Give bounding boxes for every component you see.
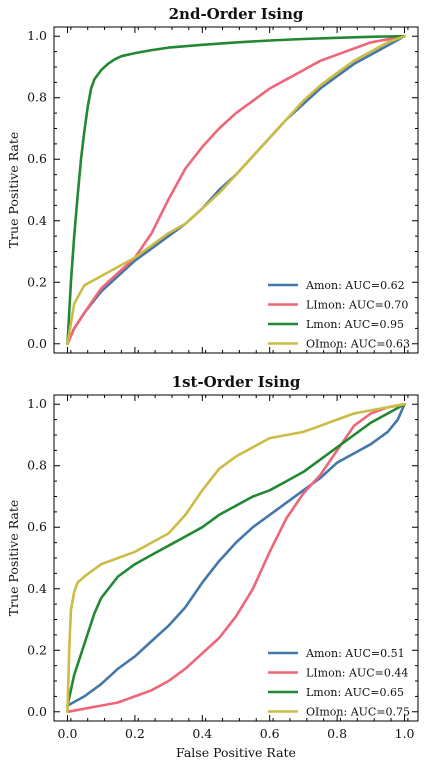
legend-entry: Amon: AUC=0.51	[305, 647, 405, 660]
chart-title: 2nd-Order Ising	[169, 5, 304, 23]
series-line-oimon	[66, 34, 406, 346]
x-axis-label: False Positive Rate	[176, 745, 296, 760]
series-line-oimon	[66, 402, 406, 714]
series-line-limon	[66, 34, 406, 346]
y-tick-label: 0.8	[27, 90, 47, 105]
x-tick-label: 1.0	[395, 726, 415, 741]
plot-area	[66, 402, 406, 714]
y-tick-label: 0.4	[27, 213, 47, 228]
chart-title: 1st-Order Ising	[172, 373, 301, 391]
legend: Amon: AUC=0.51 LImon: AUC=0.44 Lmon: AUC=0…	[268, 647, 410, 719]
legend-entry: LImon: AUC=0.44	[306, 667, 408, 680]
x-tick-label: 0.4	[192, 726, 212, 741]
x-tick-label: 0.8	[327, 726, 347, 741]
x-tick-label: 0.6	[260, 726, 280, 741]
y-axis-label: True Positive Rate	[6, 132, 21, 249]
x-tick-label: 0.0	[58, 726, 78, 741]
y-tick-label: 0.6	[27, 151, 47, 166]
plot-area	[66, 34, 406, 346]
y-tick-label: 0.0	[27, 336, 47, 351]
panel-1st-order-ising: 1st-Order Ising 0.0 0.0 0.2 0.2 0.4 0.4 0.6 0.6 0…	[6, 373, 419, 760]
y-tick-label: 0.8	[27, 458, 47, 473]
legend-entry: Lmon: AUC=0.65	[306, 686, 404, 699]
legend-entry: OImon: AUC=0.63	[306, 338, 410, 351]
y-axis-label: True Positive Rate	[6, 500, 21, 617]
y-tick-label: 0.2	[27, 274, 47, 289]
y-tick-label: 1.0	[27, 28, 47, 43]
series-line-lmon	[66, 34, 406, 346]
legend-entry: Lmon: AUC=0.95	[306, 318, 404, 331]
y-tick-label: 0.0	[27, 704, 47, 719]
series-line-lmon	[66, 402, 406, 707]
y-tick-label: 1.0	[27, 396, 47, 411]
legend-entry: OImon: AUC=0.75	[306, 706, 410, 719]
legend-entry: Amon: AUC=0.62	[305, 279, 405, 292]
y-tick-label: 0.6	[27, 519, 47, 534]
legend: Amon: AUC=0.62 LImon: AUC=0.70 Lmon: AUC=0…	[268, 279, 410, 351]
x-tick-label: 0.2	[125, 726, 145, 741]
legend-entry: LImon: AUC=0.70	[306, 299, 408, 312]
y-tick-label: 0.2	[27, 642, 47, 657]
series-line-amon	[66, 402, 406, 707]
panel-2nd-order-ising: 2nd-Order Ising 0.0 0.2 0.4 0.6 0.8 1.0 True Po…	[6, 5, 419, 354]
y-tick-label: 0.4	[27, 581, 47, 596]
series-line-limon	[66, 402, 406, 714]
